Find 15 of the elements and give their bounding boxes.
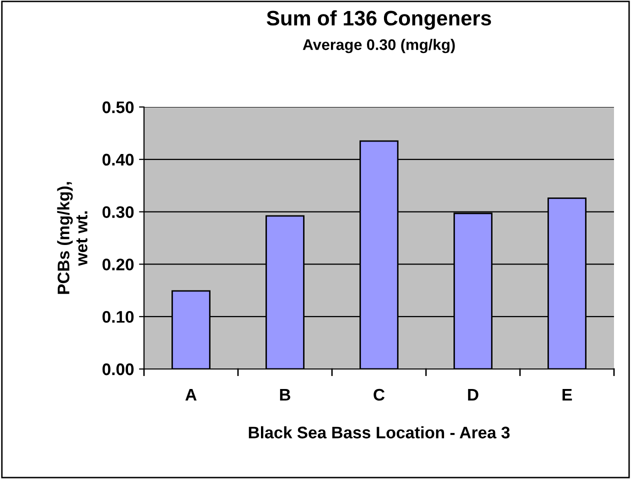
x-tick-label: D bbox=[468, 389, 478, 401]
y-tick-label: 0.30 bbox=[102, 206, 134, 218]
y-tick-label: 0.00 bbox=[102, 363, 134, 376]
y-tick-label: 0.50 bbox=[102, 101, 134, 114]
x-tick-label: A bbox=[185, 389, 197, 401]
x-axis-title: Black Sea Bass Location - Area 3 bbox=[248, 426, 510, 438]
x-tick-label: B bbox=[280, 389, 290, 401]
y-axis-title: PCBs (mg/kg), wet wt. bbox=[57, 182, 88, 294]
x-tick-label: C bbox=[374, 388, 385, 401]
y-tick-label: 0.20 bbox=[102, 258, 134, 270]
y-tick-label: 0.10 bbox=[102, 311, 134, 323]
x-tick-label: E bbox=[562, 389, 572, 401]
chart-subtitle: Average 0.30 (mg/kg) bbox=[302, 38, 455, 54]
chart-title: Sum of 136 Congeners bbox=[266, 10, 492, 30]
y-tick-label: 0.40 bbox=[102, 154, 134, 166]
